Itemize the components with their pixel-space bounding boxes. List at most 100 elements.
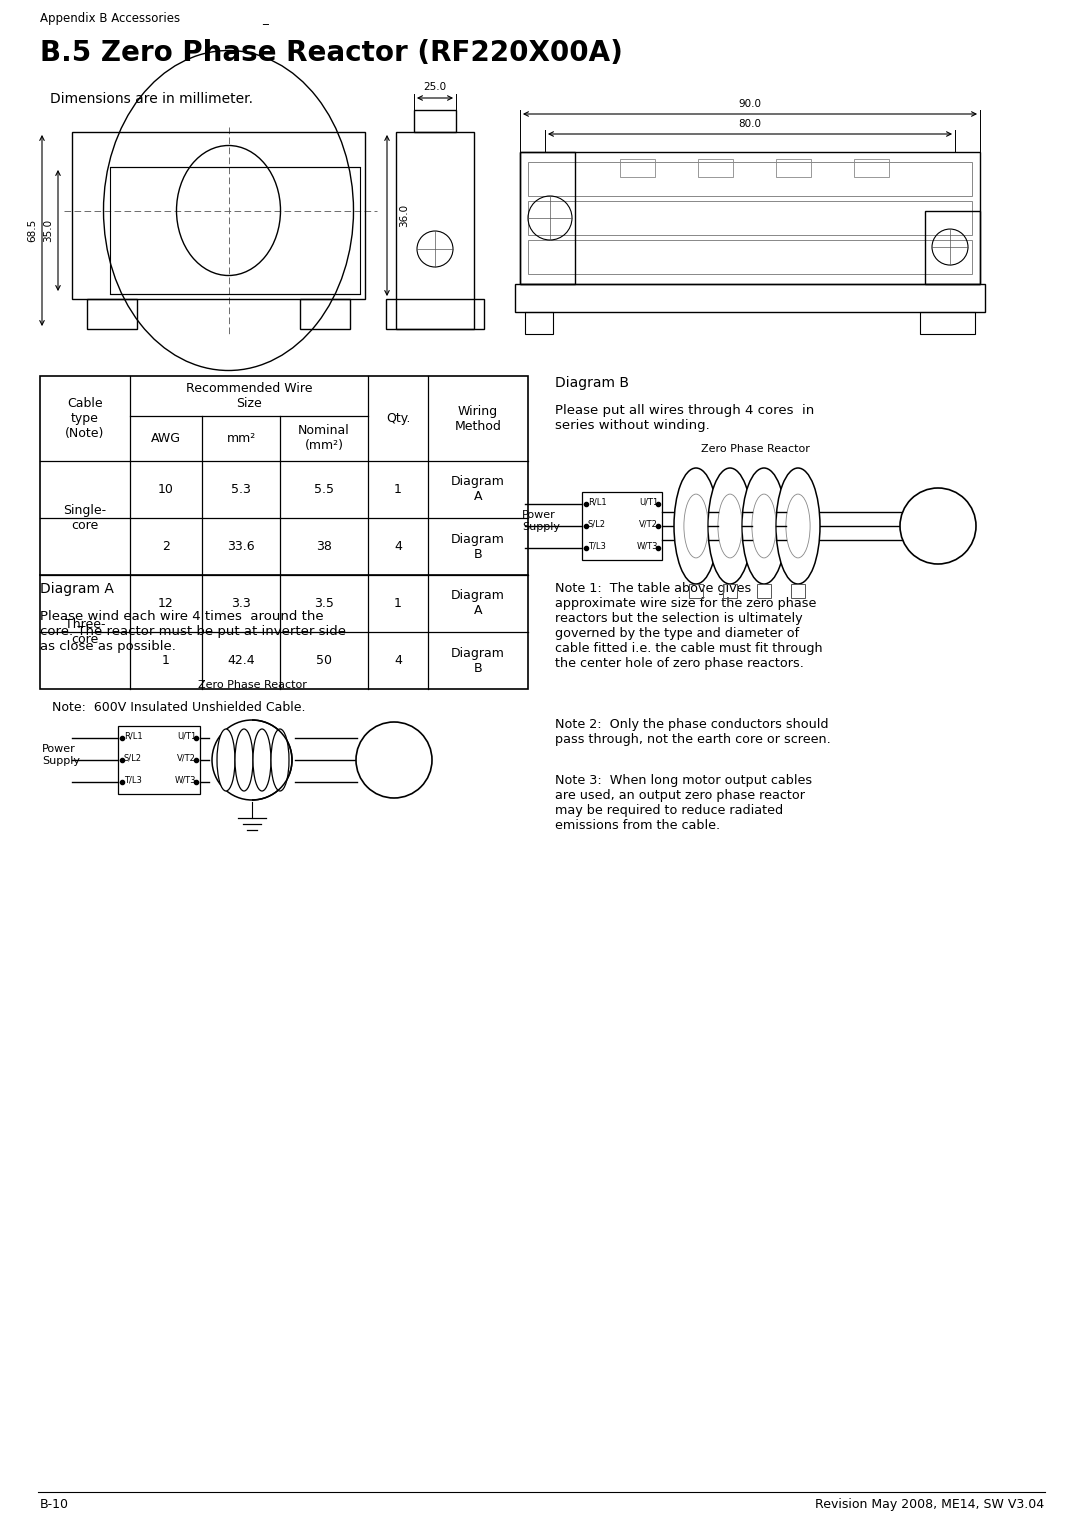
Text: 1: 1 (394, 597, 402, 611)
Ellipse shape (253, 729, 271, 792)
Bar (528, 239, 972, 275)
Text: 4: 4 (394, 653, 402, 667)
Text: 3.5: 3.5 (314, 597, 334, 611)
Text: Nominal
(mm²): Nominal (mm²) (298, 425, 350, 453)
Bar (582, 492, 662, 560)
Text: Diagram
A: Diagram A (451, 589, 505, 618)
Text: V/T2: V/T2 (639, 520, 658, 529)
Bar (519, 152, 980, 284)
Text: Zero Phase Reactor: Zero Phase Reactor (701, 443, 809, 454)
Text: R/L1: R/L1 (124, 732, 143, 741)
Text: Power
Supply: Power Supply (42, 744, 80, 765)
Text: 2: 2 (162, 540, 170, 552)
Circle shape (356, 723, 432, 798)
Text: 1: 1 (162, 653, 170, 667)
Ellipse shape (235, 729, 253, 792)
Text: 33.6: 33.6 (227, 540, 255, 552)
Text: 42.4: 42.4 (227, 653, 255, 667)
Ellipse shape (271, 729, 289, 792)
Text: Wiring
Method: Wiring Method (455, 405, 501, 433)
Text: 4: 4 (394, 540, 402, 552)
Text: mm²: mm² (227, 433, 256, 445)
Text: B.5 Zero Phase Reactor (RF220X00A): B.5 Zero Phase Reactor (RF220X00A) (40, 38, 623, 67)
Bar (519, 152, 575, 284)
Text: _: _ (262, 12, 268, 25)
Ellipse shape (742, 468, 786, 584)
Text: U/T1: U/T1 (638, 497, 658, 506)
Text: 3.3: 3.3 (231, 597, 251, 611)
Bar (924, 212, 980, 284)
Text: Qty.: Qty. (386, 413, 410, 425)
Text: Dimensions are in millimeter.: Dimensions are in millimeter. (50, 92, 253, 106)
Text: Please wind each wire 4 times  around the
core. The reactor must be put at inver: Please wind each wire 4 times around the… (40, 611, 346, 653)
Text: Zero Phase Reactor: Zero Phase Reactor (198, 680, 307, 690)
Text: 5.3: 5.3 (231, 483, 251, 495)
Text: 90.0: 90.0 (739, 100, 761, 109)
Bar (414, 110, 456, 132)
Bar (854, 160, 889, 176)
Ellipse shape (777, 468, 820, 584)
Text: Power
Supply: Power Supply (522, 511, 561, 532)
Bar (698, 160, 733, 176)
Bar (72, 132, 365, 299)
Text: Note 1:  The table above gives
approximate wire size for the zero phase
reactors: Note 1: The table above gives approximat… (555, 581, 823, 670)
Bar (525, 311, 553, 334)
Text: Revision May 2008, ME14, SW V3.04: Revision May 2008, ME14, SW V3.04 (815, 1499, 1044, 1511)
Ellipse shape (217, 729, 235, 792)
Text: U/T1: U/T1 (177, 732, 195, 741)
Text: Diagram A: Diagram A (40, 581, 113, 597)
Text: V/T2: V/T2 (177, 753, 195, 762)
Text: 5.5: 5.5 (314, 483, 334, 495)
Text: Note 3:  When long motor output cables
are used, an output zero phase reactor
ma: Note 3: When long motor output cables ar… (555, 775, 812, 831)
Ellipse shape (708, 468, 752, 584)
Text: W/T3: W/T3 (175, 776, 195, 784)
Text: AWG: AWG (151, 433, 181, 445)
Text: B-10: B-10 (40, 1499, 69, 1511)
Text: Recommended Wire
Size: Recommended Wire Size (186, 382, 312, 410)
Text: R/L1: R/L1 (588, 497, 607, 506)
Text: Note:  600V Insulated Unshielded Cable.: Note: 600V Insulated Unshielded Cable. (52, 701, 306, 713)
Text: 12: 12 (158, 597, 174, 611)
Text: Diagram
B: Diagram B (451, 646, 505, 675)
Text: Cable
type
(Note): Cable type (Note) (65, 397, 105, 440)
Text: 38: 38 (316, 540, 332, 552)
Text: 10: 10 (158, 483, 174, 495)
Text: S/L2: S/L2 (124, 753, 141, 762)
Text: 36.0: 36.0 (399, 204, 409, 227)
Text: T/L3: T/L3 (124, 776, 141, 784)
Bar (87, 299, 137, 328)
Text: 68.5: 68.5 (27, 219, 37, 242)
Bar (791, 584, 805, 598)
Text: Three-
core: Three- core (65, 618, 105, 646)
Bar (777, 160, 811, 176)
Text: Note 2:  Only the phase conductors should
pass through, not the earth core or sc: Note 2: Only the phase conductors should… (555, 718, 831, 746)
Text: MOTOR: MOTOR (917, 522, 959, 531)
Text: MOTOR: MOTOR (373, 755, 416, 765)
Text: 50: 50 (316, 653, 332, 667)
Text: Please put all wires through 4 cores  in
series without winding.: Please put all wires through 4 cores in … (555, 403, 814, 433)
Bar (386, 299, 484, 328)
Text: Single-
core: Single- core (64, 505, 107, 532)
Bar (300, 299, 350, 328)
Text: Diagram B: Diagram B (555, 376, 629, 390)
Text: Diagram
A: Diagram A (451, 476, 505, 503)
Text: W/T3: W/T3 (636, 542, 658, 551)
Text: 80.0: 80.0 (739, 120, 761, 129)
Bar (110, 167, 360, 295)
Bar (689, 584, 703, 598)
Text: 35.0: 35.0 (43, 219, 53, 242)
Text: S/L2: S/L2 (588, 520, 606, 529)
Bar (757, 584, 771, 598)
Circle shape (900, 488, 976, 565)
Bar (920, 311, 975, 334)
Text: 25.0: 25.0 (423, 81, 446, 92)
Text: T/L3: T/L3 (588, 542, 606, 551)
Bar (723, 584, 737, 598)
Bar (528, 163, 972, 196)
Bar (620, 160, 654, 176)
Bar (396, 132, 474, 328)
Text: Appendix B Accessories: Appendix B Accessories (40, 12, 180, 25)
Ellipse shape (674, 468, 718, 584)
Bar (118, 726, 200, 795)
Text: 1: 1 (394, 483, 402, 495)
